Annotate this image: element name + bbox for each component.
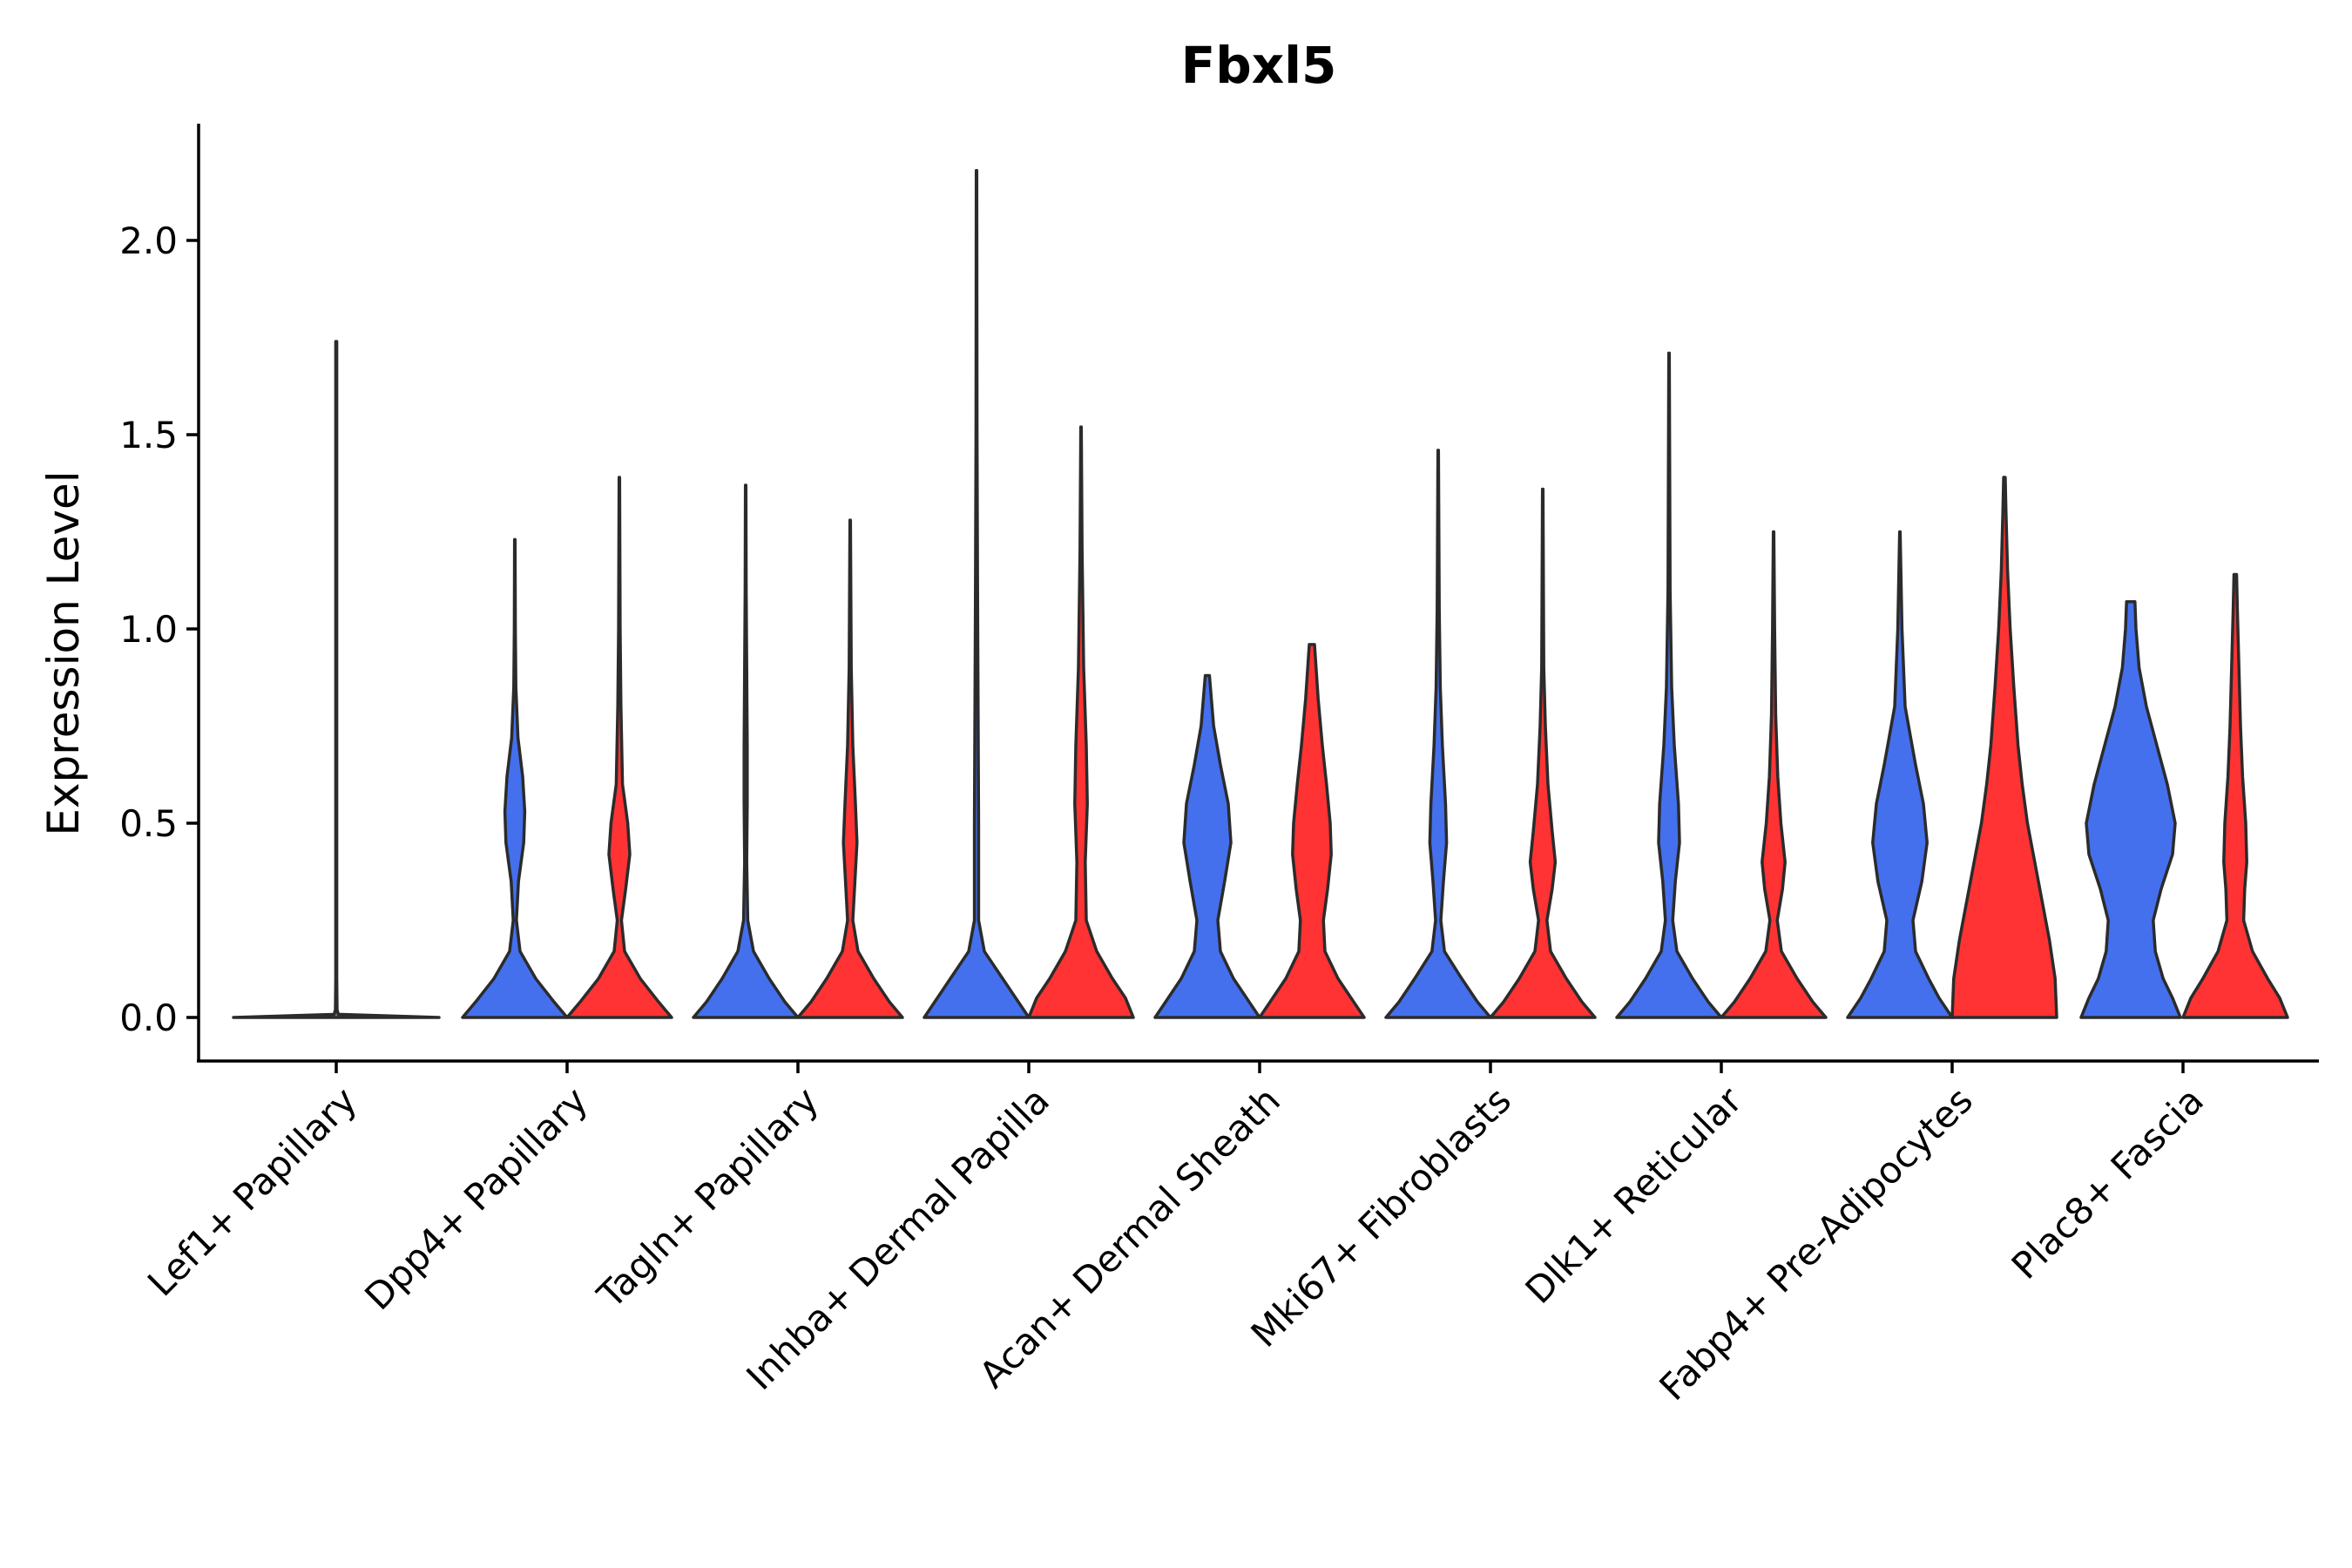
x-tick-label: Dlk1+ Reticular: [1517, 1078, 1751, 1312]
violin-red: [1027, 425, 1135, 1019]
violin-red: [1720, 530, 1828, 1019]
violins-layer: [232, 168, 2289, 1019]
y-tick-label: 2.0: [119, 220, 178, 262]
violin-grey: [232, 340, 441, 1019]
axes-layer: [197, 124, 2319, 1063]
violin-blue: [2079, 600, 2182, 1019]
violin-red: [2181, 572, 2289, 1019]
x-tick-label: Tagln+ Papillary: [589, 1078, 827, 1316]
x-tick-label: Plac8+ Fascia: [2004, 1078, 2212, 1287]
violin-blue: [923, 168, 1031, 1019]
chart-title: Fbxl5: [1181, 36, 1337, 95]
x-tick-label: Lef1+ Papillary: [139, 1078, 365, 1304]
violin-red: [796, 518, 904, 1019]
y-tick-label: 0.5: [119, 802, 178, 845]
y-tick-label: 1.0: [119, 608, 178, 651]
violin-blue: [692, 483, 800, 1019]
violin-blue: [1153, 673, 1261, 1019]
y-ticks: 0.0 0.5 1.0 1.5 2.0: [119, 220, 199, 1039]
violin-red: [565, 476, 673, 1019]
violin-blue: [1384, 449, 1492, 1019]
violin-blue: [1846, 530, 1954, 1019]
y-tick-label: 0.0: [119, 997, 178, 1039]
y-tick-label: 1.5: [119, 414, 178, 456]
y-axis-label: Expression Level: [38, 470, 89, 835]
x-tick-label: Mki67+ Fibroblasts: [1243, 1078, 1519, 1355]
violin-red: [1489, 487, 1597, 1019]
violin-red: [1950, 476, 2058, 1019]
x-tick-label: Dpp4+ Papillary: [356, 1078, 596, 1318]
violin-red: [1258, 643, 1366, 1019]
violin-blue: [1615, 351, 1723, 1019]
violin-blue: [461, 537, 569, 1019]
